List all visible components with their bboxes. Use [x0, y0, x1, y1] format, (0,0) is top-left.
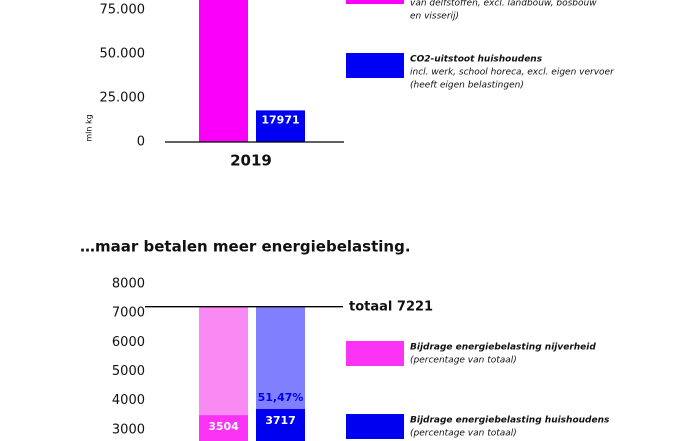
- total-label: totaal 7221: [349, 299, 433, 314]
- data-label: 3504: [208, 420, 239, 433]
- legend-swatch: [346, 0, 404, 4]
- total-label-text: totaal: [349, 299, 392, 314]
- y-tick-label: 3000: [112, 422, 145, 437]
- bar: [256, 408, 305, 441]
- y-tick-label: 8000: [112, 276, 145, 291]
- y-tick-label: 6000: [112, 335, 145, 350]
- legend-swatch: [346, 414, 404, 439]
- data-label: 3717: [265, 414, 296, 427]
- legend-description: incl. werk, school horeca, excl. eigen v…: [410, 68, 615, 78]
- legend-name: CO2-uitstoot huishoudens: [410, 55, 543, 65]
- legend-description: en visserij): [410, 12, 459, 22]
- bar: [199, 415, 248, 441]
- legend-name: Bijdrage energiebelasting huishoudens: [410, 416, 610, 426]
- chart-title: …maar betalen meer energiebelasting.: [80, 238, 411, 256]
- y-tick-label: 7000: [112, 306, 145, 321]
- y-tick-label: 75.000: [100, 3, 146, 18]
- legend-swatch: [346, 53, 404, 78]
- legend-name: Bijdrage energiebelasting nijverheid: [410, 343, 596, 353]
- legend-description: (percentage van totaal): [410, 429, 517, 439]
- legend-swatch: [346, 341, 404, 366]
- bar: [199, 0, 248, 142]
- y-axis-label: mln kg: [85, 114, 94, 141]
- bar: [256, 110, 305, 142]
- total-value: 7221: [397, 299, 433, 314]
- legend-description: (percentage van totaal): [410, 356, 517, 366]
- y-tick-label: 4000: [112, 393, 145, 408]
- y-tick-label: 50.000: [100, 47, 146, 62]
- y-tick-label: 0: [137, 135, 145, 150]
- y-tick-label: 25.000: [100, 91, 146, 106]
- data-label: 17971: [261, 113, 299, 126]
- x-tick-label: 2019: [230, 152, 272, 170]
- legend-description: (heeft eigen belastingen): [410, 81, 524, 91]
- percent-label: 51,47%: [258, 391, 304, 404]
- y-tick-label: 5000: [112, 364, 145, 379]
- legend-description: van delfstoffen, excl. landbouw, bosbouw: [410, 0, 597, 9]
